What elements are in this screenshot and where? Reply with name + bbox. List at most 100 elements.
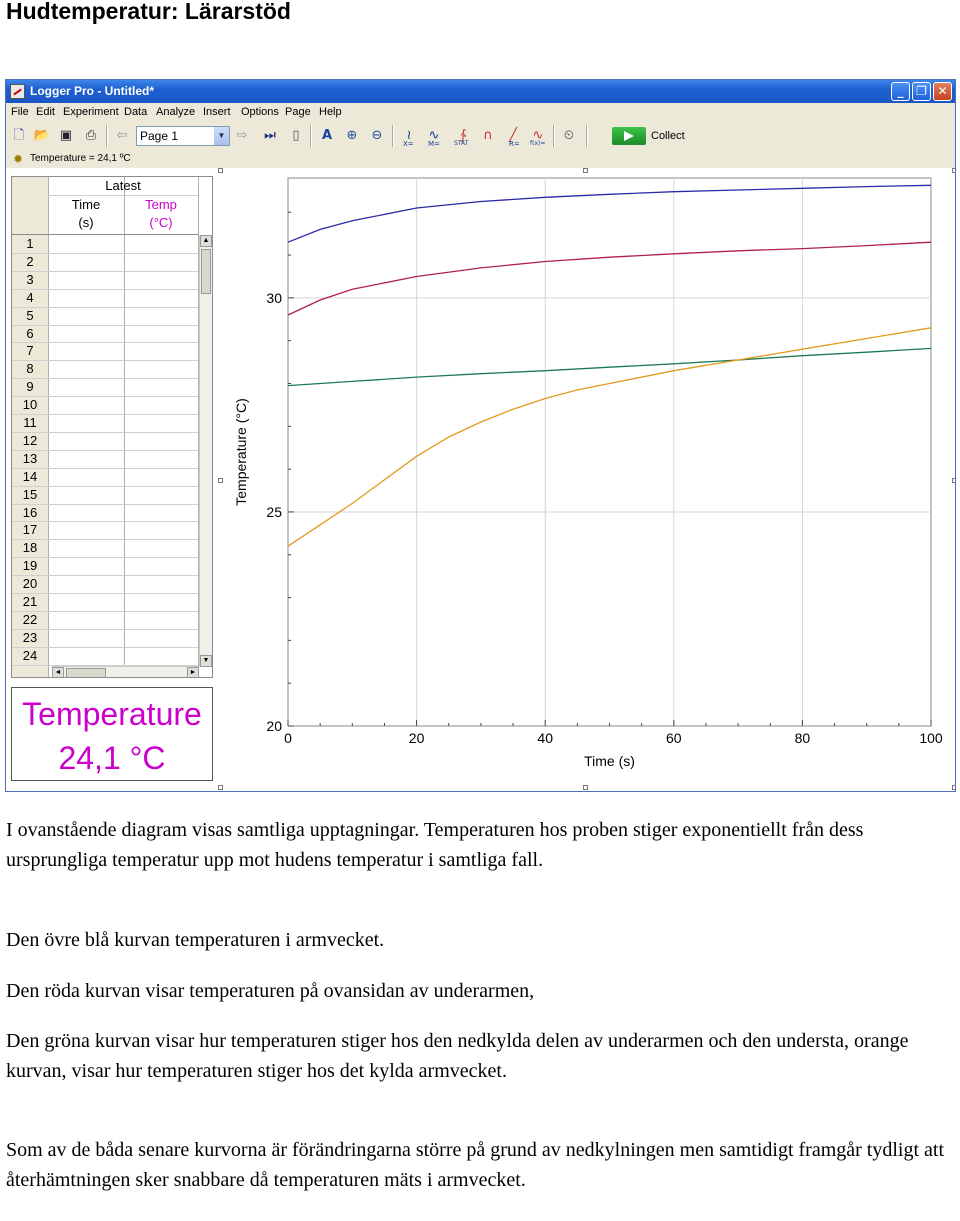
row-number[interactable]: 8 <box>26 361 34 377</box>
minimize-button[interactable]: _ <box>891 82 910 101</box>
menu-analyze[interactable]: Analyze <box>156 106 196 118</box>
series-line-orange[interactable] <box>287 327 932 547</box>
scroll-left-icon[interactable]: ◄ <box>52 667 64 677</box>
row-number[interactable]: 18 <box>22 540 38 556</box>
resize-handle[interactable] <box>218 478 223 483</box>
menu-insert[interactable]: Insert <box>203 106 231 118</box>
scroll-down-icon[interactable]: ▼ <box>200 655 212 667</box>
resize-handle[interactable] <box>952 168 955 173</box>
menu-options[interactable]: Options <box>241 106 279 118</box>
page-select-value: Page 1 <box>140 129 179 143</box>
row-number[interactable]: 20 <box>22 576 38 592</box>
row-number[interactable]: 22 <box>22 611 38 627</box>
window-title: Logger Pro - Untitled* <box>30 84 154 98</box>
title-bar[interactable]: Logger Pro - Untitled* _ ❐ ✕ <box>6 80 955 103</box>
row-number[interactable]: 1 <box>26 236 34 251</box>
sensor-status: ✹ Temperature = 24,1 ºC <box>6 150 955 168</box>
table-row <box>12 360 198 362</box>
row-number[interactable]: 21 <box>22 594 38 609</box>
linear-fit-icon[interactable]: ╱ R= <box>503 126 523 148</box>
scroll-thumb[interactable] <box>66 668 106 677</box>
row-number[interactable]: 4 <box>26 289 34 305</box>
tangent-icon[interactable]: ∿ M= <box>424 126 444 148</box>
series-line-red[interactable] <box>287 241 932 316</box>
zoom-in-icon[interactable]: ⊕ <box>346 128 358 143</box>
y-tick-label: 25 <box>266 504 282 520</box>
autoscale-icon[interactable]: A <box>321 128 333 143</box>
scroll-right-icon[interactable]: ► <box>187 667 199 677</box>
integral-icon[interactable]: ∩ <box>483 128 493 143</box>
row-number[interactable]: 23 <box>22 629 38 645</box>
menu-experiment[interactable]: Experiment <box>63 106 119 118</box>
open-folder-icon[interactable]: 📂 <box>33 128 51 143</box>
column-name-time: Time <box>71 197 101 212</box>
row-number[interactable]: 10 <box>22 397 38 413</box>
menu-file[interactable]: File <box>11 106 29 118</box>
forward-arrow-icon[interactable]: ⇨ <box>236 128 248 143</box>
menu-page[interactable]: Page <box>285 106 311 118</box>
linear-fit-label: R= <box>509 140 520 148</box>
row-number[interactable]: 7 <box>26 343 34 359</box>
row-number[interactable]: 5 <box>26 307 34 323</box>
lab-quest-icon[interactable]: ▯ <box>292 128 300 143</box>
resize-handle[interactable] <box>952 785 955 790</box>
row-number[interactable]: 17 <box>22 522 38 538</box>
data-table[interactable]: Latest Time (s) Temp (°C) 1 2 3 4 5 6 7 8 9 10 11 1… <box>11 176 213 678</box>
row-number[interactable]: 12 <box>22 432 38 448</box>
row-number[interactable]: 14 <box>22 468 38 484</box>
print-icon[interactable]: ⎙ <box>85 128 97 143</box>
table-row <box>12 306 198 308</box>
resize-handle[interactable] <box>583 785 588 790</box>
row-number[interactable]: 11 <box>23 415 37 430</box>
menu-help[interactable]: Help <box>319 106 342 118</box>
page-content: Latest Time (s) Temp (°C) 1 2 3 4 5 6 7 8 9 10 11 1… <box>6 168 956 792</box>
row-number[interactable]: 15 <box>22 486 38 502</box>
menu-bar: File Edit Experiment Data Analyze Insert… <box>6 103 955 122</box>
menu-data[interactable]: Data <box>124 106 148 118</box>
row-number[interactable]: 3 <box>26 271 34 287</box>
chevron-down-icon[interactable]: ▼ <box>214 127 229 145</box>
row-number[interactable]: 6 <box>26 325 34 341</box>
row-number[interactable]: 24 <box>22 647 38 663</box>
resize-handle[interactable] <box>583 168 588 173</box>
resize-handle[interactable] <box>218 168 223 173</box>
plot-area[interactable] <box>287 177 932 727</box>
temperature-meter[interactable]: Temperature 24,1 °C <box>11 687 213 781</box>
y-axis-label: Temperature (°C) <box>233 398 249 506</box>
scroll-up-icon[interactable]: ▲ <box>200 235 212 247</box>
stats-icon[interactable]: ∱ STAT <box>453 126 473 147</box>
maximize-button[interactable]: ❐ <box>912 82 931 101</box>
column-header-time[interactable]: Time (s) <box>48 196 124 232</box>
series-line-blue[interactable] <box>287 184 932 243</box>
collect-label: Collect <box>651 130 685 142</box>
menu-edit[interactable]: Edit <box>36 106 55 118</box>
table-row <box>12 324 198 326</box>
save-icon[interactable]: ▣ <box>59 128 73 143</box>
new-file-icon[interactable]: 🗋 <box>13 128 25 143</box>
next-page-icon[interactable]: ⏭ <box>264 128 276 143</box>
row-number[interactable]: 2 <box>26 253 34 269</box>
row-number[interactable]: 13 <box>22 450 38 466</box>
graph-panel[interactable]: 0 20 40 60 80 100 20 25 30 Time (s) Temperature (°… <box>218 168 956 792</box>
resize-handle[interactable] <box>952 478 955 483</box>
collect-button[interactable]: Collect <box>610 126 692 146</box>
close-button[interactable]: ✕ <box>933 82 952 101</box>
vertical-scrollbar[interactable]: ▲ ▼ <box>199 235 212 667</box>
curve-fit-icon[interactable]: ∿ f(x)= <box>528 126 548 147</box>
replay-icon[interactable]: ⏲ <box>563 128 575 143</box>
page-select[interactable]: Page 1 ▼ <box>136 126 230 146</box>
row-number[interactable]: 19 <box>22 558 38 574</box>
paragraph-blue-curve: Den övre blå kurvan temperaturen i armve… <box>6 929 385 951</box>
row-number[interactable]: 9 <box>26 379 34 395</box>
resize-handle[interactable] <box>218 785 223 790</box>
row-number[interactable]: 16 <box>22 504 38 520</box>
scroll-thumb[interactable] <box>201 249 211 294</box>
zoom-out-icon[interactable]: ⊖ <box>371 128 383 143</box>
series-line-green[interactable] <box>287 347 932 387</box>
column-header-temp[interactable]: Temp (°C) <box>124 196 198 232</box>
horizontal-scrollbar[interactable]: ◄ ► <box>52 666 199 677</box>
back-arrow-icon[interactable]: ⇦ <box>116 128 128 143</box>
examine-icon[interactable]: ≀ X= <box>399 126 419 148</box>
paragraph-red-curve: Den röda kurvan visar temperaturen på ov… <box>6 980 535 1002</box>
